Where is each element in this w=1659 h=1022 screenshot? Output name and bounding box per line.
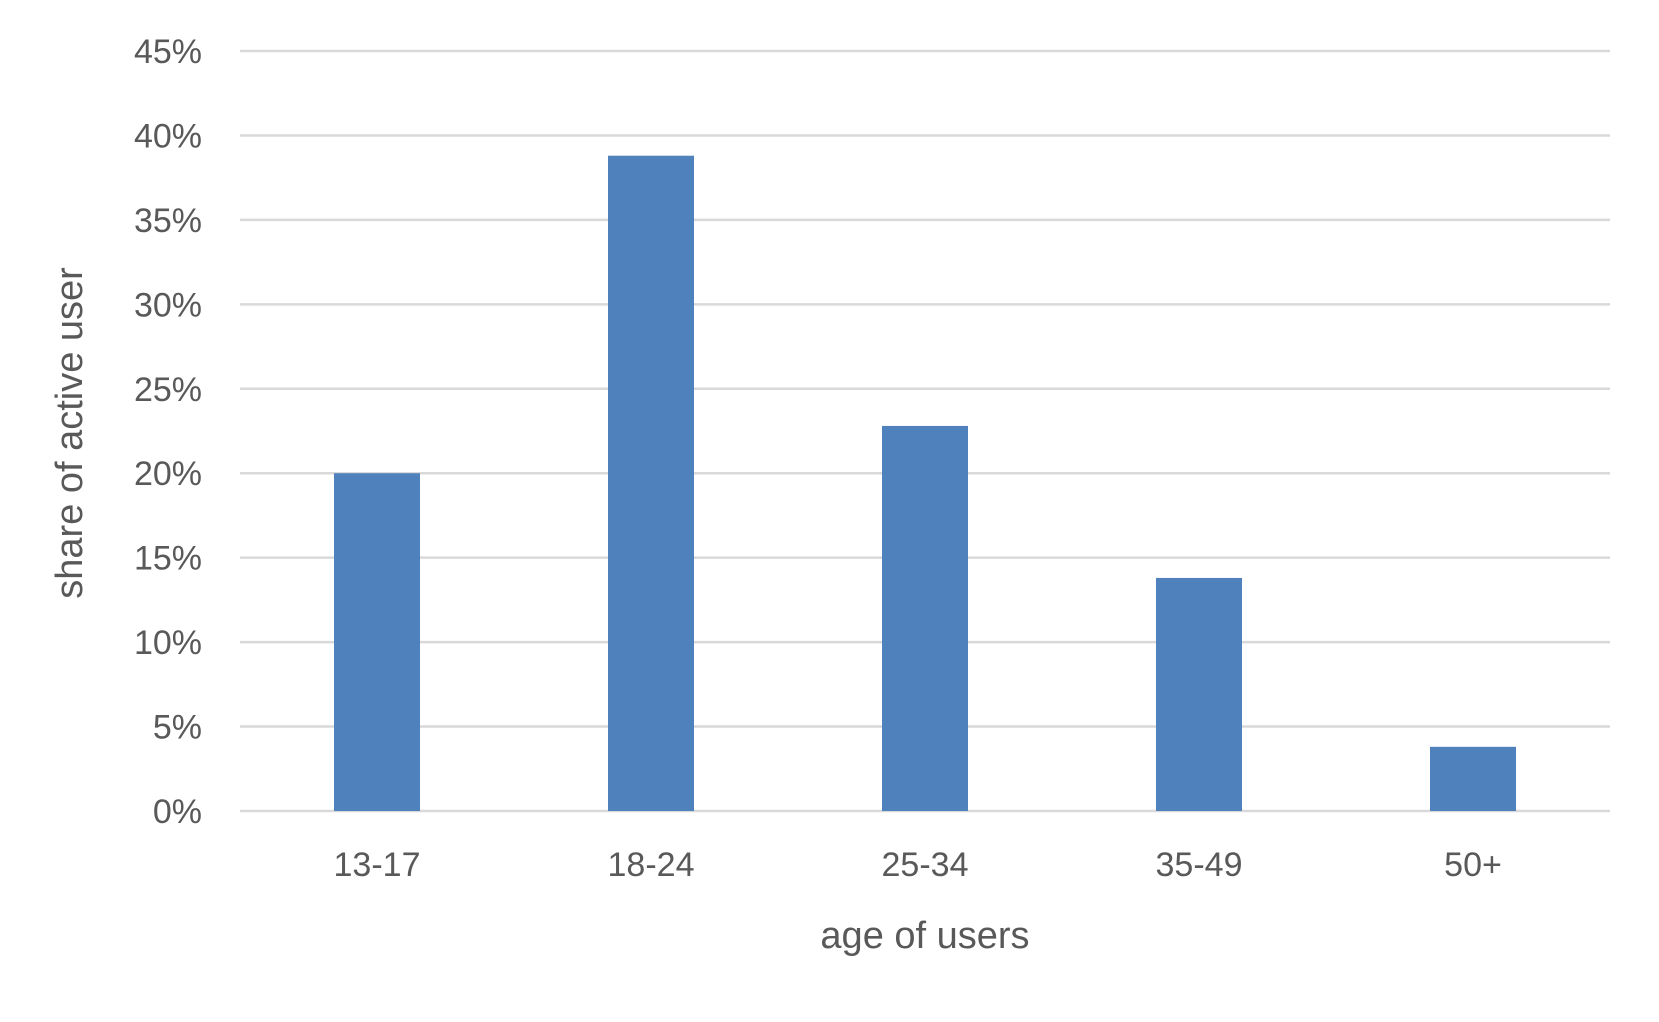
bars [334, 155, 1516, 811]
y-tick-label: 20% [134, 455, 202, 493]
y-tick-label: 30% [134, 286, 202, 324]
bar-50+ [1430, 746, 1516, 811]
x-tick-label: 13-17 [334, 846, 421, 884]
x-tick-label: 18-24 [608, 846, 695, 884]
y-tick-label: 35% [134, 202, 202, 240]
y-tick-label: 0% [153, 793, 202, 831]
y-tick-label: 40% [134, 117, 202, 155]
y-tick-label: 25% [134, 371, 202, 409]
y-tick-label: 10% [134, 624, 202, 662]
x-axis-ticks: 13-17 18-24 25-34 35-49 50+ [334, 846, 1502, 884]
x-tick-label: 50+ [1444, 846, 1502, 884]
y-axis-title: share of active user [49, 267, 91, 599]
x-tick-label: 25-34 [882, 846, 969, 884]
y-tick-label: 15% [134, 540, 202, 578]
x-tick-label: 35-49 [1156, 846, 1243, 884]
bar-25-34 [882, 425, 968, 811]
y-tick-label: 5% [153, 709, 202, 747]
x-axis-title: age of users [820, 915, 1029, 957]
bar-13-17 [334, 473, 420, 811]
y-tick-label: 45% [134, 33, 202, 71]
y-axis-ticks: 0% 5% 10% 15% 20% 25% 30% 35% 40% 45% [134, 33, 202, 831]
bar-18-24 [608, 155, 694, 811]
bar-35-49 [1156, 577, 1242, 811]
